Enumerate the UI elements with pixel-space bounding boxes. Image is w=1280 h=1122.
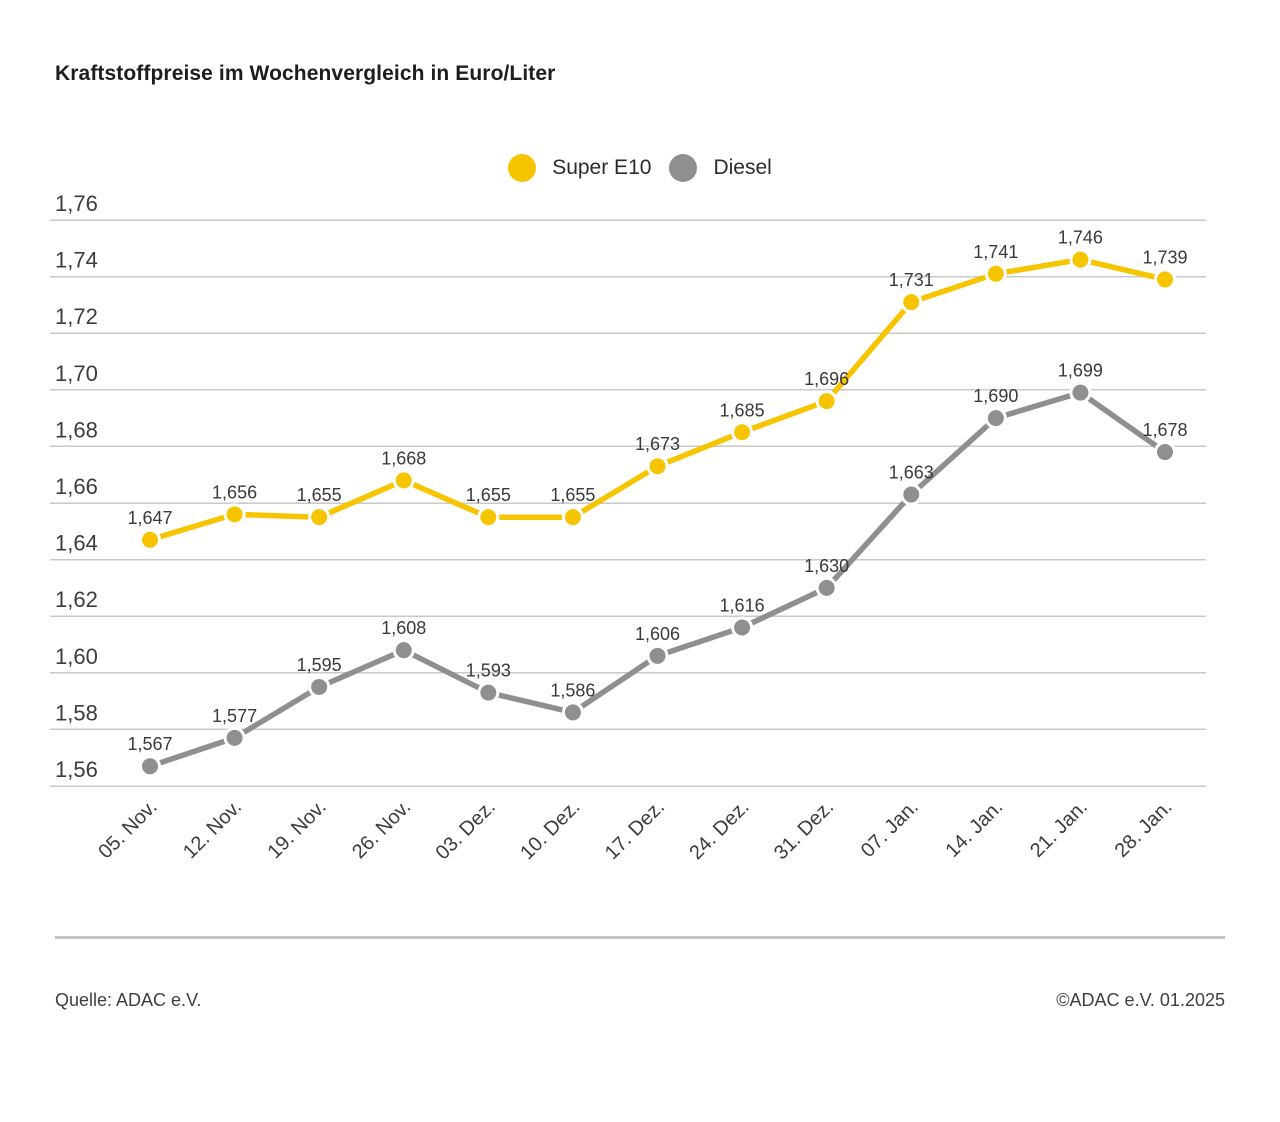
x-axis-tick-label: 03. Dez. <box>432 796 500 864</box>
diesel-point <box>308 675 331 698</box>
super-e10-dot-icon <box>508 154 537 182</box>
super-e10-point <box>139 528 161 551</box>
diesel-value-label: 1,630 <box>804 556 849 576</box>
super-e10-point <box>1154 268 1176 291</box>
super-e10-point <box>900 291 923 314</box>
diesel-point <box>646 644 669 667</box>
legend-label-diesel: Diesel <box>713 156 772 179</box>
super-e10-value-label: 1,655 <box>550 485 595 505</box>
diesel-point <box>731 616 754 639</box>
super-e10-value-label: 1,685 <box>720 400 765 420</box>
diesel-value-label: 1,577 <box>212 706 257 726</box>
super-e10-point <box>731 421 754 444</box>
y-axis-tick-label: 1,76 <box>55 191 98 216</box>
diesel-point <box>1154 441 1176 464</box>
diesel-point <box>1069 381 1092 404</box>
super-e10-point <box>477 506 500 529</box>
diesel-point <box>223 726 246 749</box>
copyright-note: ©ADAC e.V. 01.2025 <box>1056 990 1225 1010</box>
x-axis-tick-label: 10. Dez. <box>516 796 584 864</box>
diesel-value-label: 1,616 <box>720 596 765 616</box>
super-e10-value-label: 1,655 <box>466 485 511 505</box>
x-axis-tick-label: 19. Nov. <box>264 796 331 863</box>
diesel-point <box>139 755 161 778</box>
x-axis-tick-label: 24. Dez. <box>685 796 753 864</box>
y-axis-tick-label: 1,60 <box>55 644 98 669</box>
y-axis-tick-label: 1,68 <box>55 417 98 442</box>
super-e10-value-label: 1,731 <box>889 270 934 290</box>
diesel-value-label: 1,593 <box>466 661 511 681</box>
y-axis-tick-label: 1,66 <box>55 474 98 499</box>
super-e10-value-label: 1,673 <box>635 434 680 454</box>
diesel-value-label: 1,606 <box>635 624 680 644</box>
super-e10-value-label: 1,647 <box>127 508 172 528</box>
x-axis-tick-label: 28. Jan. <box>1111 796 1177 862</box>
super-e10-value-label: 1,656 <box>212 482 257 502</box>
super-e10-point <box>646 455 669 478</box>
legend-label-super-e10: Super E10 <box>552 156 652 179</box>
super-e10-point <box>984 262 1007 285</box>
legend-item-diesel: Diesel <box>669 154 772 182</box>
x-axis-tick-label: 07. Jan. <box>857 796 923 862</box>
diesel-value-label: 1,678 <box>1142 420 1187 440</box>
super-e10-value-label: 1,746 <box>1058 228 1103 248</box>
footer: Quelle: ADAC e.V. ©ADAC e.V. 01.2025 <box>55 990 1225 1011</box>
x-axis-tick-label: 05. Nov. <box>94 796 161 863</box>
footer-divider <box>55 936 1225 939</box>
super-e10-point <box>561 506 584 529</box>
super-e10-point <box>223 503 246 526</box>
super-e10-point <box>392 469 415 492</box>
source-note: Quelle: ADAC e.V. <box>55 990 202 1010</box>
diesel-value-label: 1,699 <box>1058 361 1103 381</box>
diesel-value-label: 1,690 <box>973 386 1018 406</box>
page-title: Kraftstoffpreise im Wochenvergleich in E… <box>55 62 556 85</box>
super-e10-value-label: 1,655 <box>297 485 342 505</box>
super-e10-value-label: 1,668 <box>381 448 426 468</box>
diesel-point <box>900 483 923 506</box>
diesel-dot-icon <box>669 154 698 182</box>
super-e10-value-label: 1,739 <box>1142 247 1187 267</box>
chart-legend: Super E10 Diesel <box>0 154 1280 182</box>
diesel-value-label: 1,595 <box>297 655 342 675</box>
y-axis-tick-label: 1,74 <box>55 248 98 273</box>
x-axis-tick-label: 12. Nov. <box>179 796 246 863</box>
super-e10-point <box>308 506 331 529</box>
super-e10-value-label: 1,741 <box>973 242 1018 262</box>
x-axis-tick-label: 21. Jan. <box>1026 796 1092 862</box>
diesel-value-label: 1,586 <box>550 680 595 700</box>
y-axis-tick-label: 1,64 <box>55 531 98 556</box>
y-axis-tick-label: 1,56 <box>55 757 98 782</box>
diesel-point <box>477 681 500 704</box>
super-e10-point <box>1069 248 1092 271</box>
diesel-point <box>561 701 584 724</box>
y-axis-tick-label: 1,70 <box>55 361 98 386</box>
x-axis-tick-label: 14. Jan. <box>941 796 1007 862</box>
y-axis-tick-label: 1,58 <box>55 700 98 725</box>
diesel-point <box>392 639 415 662</box>
diesel-value-label: 1,567 <box>127 734 172 754</box>
diesel-point <box>815 576 838 599</box>
legend-item-super-e10: Super E10 <box>508 154 651 182</box>
x-axis-tick-label: 26. Nov. <box>348 796 415 863</box>
diesel-value-label: 1,608 <box>381 618 426 638</box>
y-axis-tick-label: 1,62 <box>55 587 98 612</box>
super-e10-value-label: 1,696 <box>804 369 849 389</box>
super-e10-point <box>815 390 838 413</box>
x-axis-tick-label: 17. Dez. <box>601 796 669 864</box>
diesel-value-label: 1,663 <box>889 463 934 483</box>
y-axis-tick-label: 1,72 <box>55 304 98 329</box>
diesel-point <box>984 407 1007 430</box>
x-axis-tick-label: 31. Dez. <box>770 796 838 864</box>
